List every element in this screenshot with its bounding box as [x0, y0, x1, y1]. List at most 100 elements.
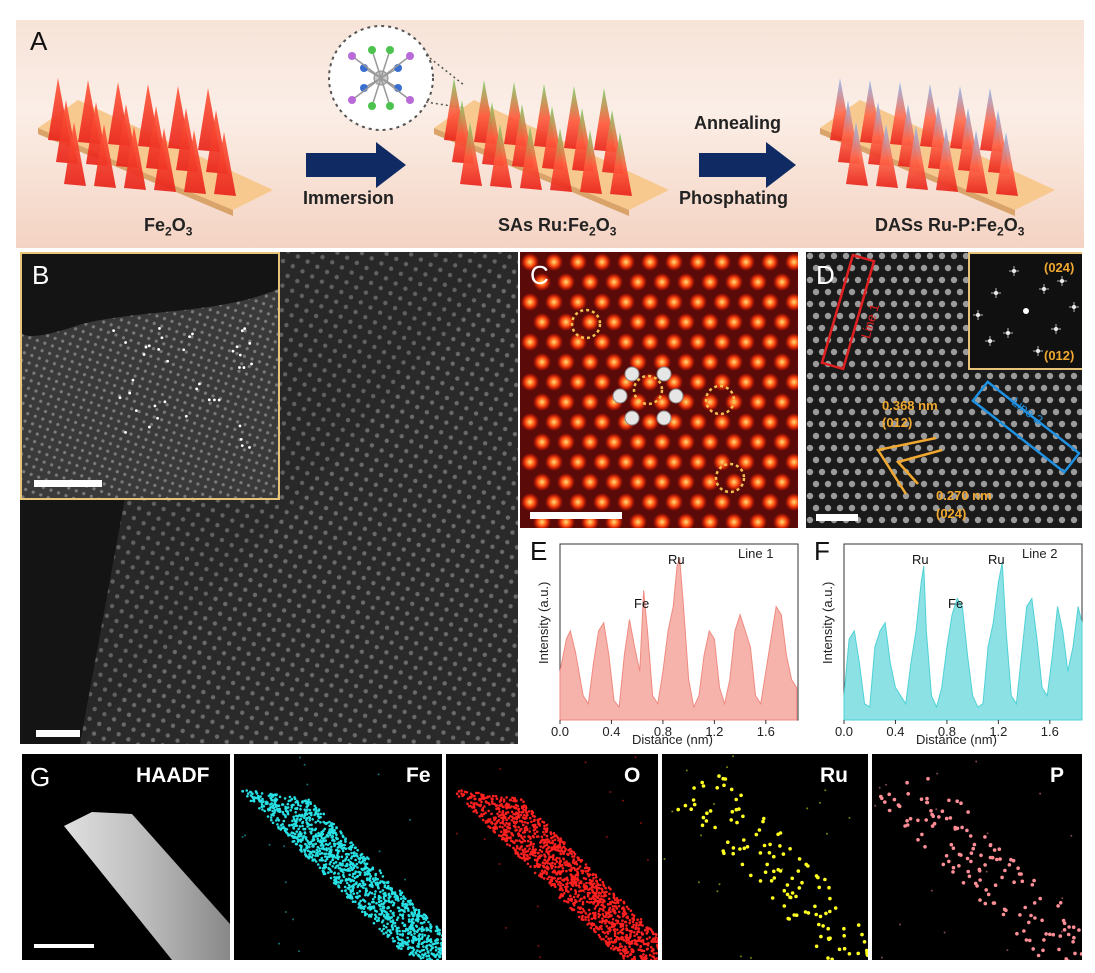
eds-point: [281, 810, 285, 814]
eds-point: [588, 922, 591, 925]
eds-point: [326, 855, 329, 859]
eds-point: [402, 895, 405, 898]
eds-point: [527, 835, 530, 838]
eds-point: [434, 939, 437, 942]
panel-label-f: F: [814, 536, 830, 566]
eds-point: [336, 853, 339, 857]
eds-point: [407, 909, 410, 912]
eds-point: [1039, 792, 1042, 795]
eds-point: [649, 945, 653, 949]
eds-point: [577, 906, 580, 909]
eds-point: [349, 845, 353, 848]
eds-point: [1058, 934, 1063, 938]
eds-point: [616, 921, 619, 925]
eds-point: [518, 839, 521, 842]
eds-point: [408, 926, 411, 930]
eds-point: [493, 802, 496, 806]
eds-point: [640, 939, 643, 943]
eds-point: [603, 919, 606, 923]
eds-point: [1015, 931, 1019, 936]
eds-point: [554, 865, 557, 869]
eds-point: [368, 869, 371, 872]
eds-point: [967, 874, 972, 879]
eds-point: [427, 920, 430, 924]
eds-point: [639, 918, 643, 921]
eds-point: [887, 809, 890, 812]
eds-point: [321, 846, 325, 850]
ru-label: Ru: [820, 764, 848, 787]
eds-point: [616, 947, 620, 950]
eds-point: [689, 807, 693, 811]
eds-point: [415, 925, 419, 928]
eds-point: [378, 850, 381, 853]
eds-point: [320, 842, 324, 846]
eds-point: [402, 942, 405, 945]
eds-point: [545, 871, 549, 874]
eds-point: [371, 900, 374, 904]
eds-point: [547, 845, 551, 849]
eds-point: [539, 817, 542, 821]
eds-point: [519, 798, 523, 801]
eds-point: [332, 862, 336, 865]
eds-point: [461, 794, 464, 797]
eds-point: [305, 846, 308, 850]
eds-point: [511, 815, 514, 819]
eds-point: [552, 869, 556, 873]
eds-point: [505, 828, 508, 832]
eds-point: [497, 834, 501, 837]
eds-point: [581, 902, 585, 906]
eds-point: [546, 851, 550, 855]
eds-point: [348, 888, 351, 891]
eds-point: [531, 852, 534, 856]
eds-point: [412, 935, 415, 938]
eds-point: [575, 863, 579, 866]
eds-point: [302, 827, 305, 831]
eds-point: [395, 945, 399, 948]
eds-point: [606, 930, 609, 934]
eds-point: [1003, 868, 1007, 873]
eds-point: [325, 848, 328, 852]
eds-point: [304, 836, 308, 839]
eds-point: [358, 889, 362, 893]
eds-point: [496, 819, 500, 823]
eds-point: [1077, 928, 1081, 932]
eds-point: [406, 929, 410, 932]
eds-point: [299, 840, 303, 843]
eds-point: [625, 924, 628, 927]
eds-point: [345, 855, 349, 859]
eds-point: [578, 889, 581, 893]
eds-point: [266, 801, 269, 804]
eds-point: [269, 806, 272, 809]
eds-point: [965, 856, 970, 861]
eds-point: [259, 799, 263, 803]
eds-point: [794, 913, 799, 917]
peak-label-ru: Ru: [668, 552, 685, 567]
eds-point: [642, 942, 646, 945]
eds-point: [465, 791, 469, 794]
eds-point: [330, 870, 333, 873]
eds-point: [556, 836, 560, 839]
eds-point: [413, 932, 416, 935]
eds-point: [382, 902, 385, 905]
eds-point: [650, 939, 654, 942]
eds-point: [632, 957, 636, 960]
eds-point: [304, 838, 308, 841]
eds-point: [364, 887, 368, 890]
eds-point: [404, 902, 408, 906]
eds-point: [438, 931, 441, 935]
eds-point: [393, 895, 396, 899]
eds-point: [740, 862, 745, 867]
eds-point: [384, 894, 388, 897]
eds-point: [528, 827, 531, 830]
eds-point: [1051, 932, 1056, 937]
eds-point: [393, 939, 396, 943]
eds-point: [540, 835, 544, 839]
eds-point: [309, 830, 312, 834]
eds-point: [554, 858, 557, 861]
eds-point: [386, 880, 390, 884]
eds-point: [997, 847, 1002, 851]
eds-point: [430, 958, 434, 960]
eds-point: [649, 928, 653, 931]
eds-point: [413, 912, 417, 915]
eds-point: [323, 872, 327, 875]
